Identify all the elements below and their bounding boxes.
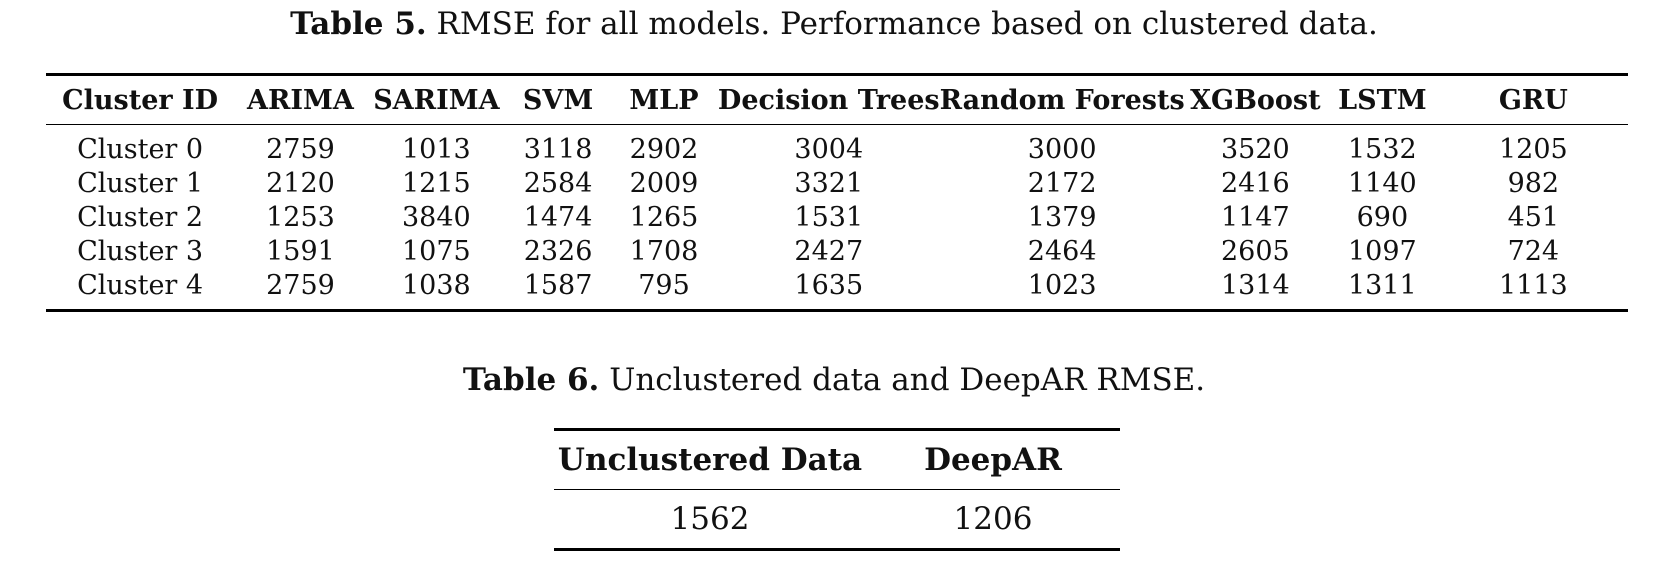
table5-header-cell: Random Forests (939, 74, 1185, 125)
table5-cell: 1591 (266, 235, 335, 267)
table5-cell: 3004 (794, 133, 864, 165)
table5-header-cell: GRU (1438, 74, 1628, 125)
table5-cell: 1097 (1348, 235, 1417, 267)
table5-cell: Cluster 0 (77, 133, 204, 165)
table5-cell: Cluster 1 (77, 167, 204, 199)
table5-cell: 1038 (402, 269, 471, 301)
table5-cell: 1075 (402, 235, 471, 267)
table5-cell: 3321 (794, 167, 864, 199)
table5-cell: 1635 (794, 269, 864, 301)
table6-cell: 1562 (670, 501, 750, 537)
table5-cell: 1023 (1027, 269, 1097, 301)
table5-cell: 1708 (629, 235, 699, 267)
table6-caption-label: Table 6. (462, 362, 600, 398)
table5: Cluster ID ARIMA SARIMA SVM MLP Decision… (46, 73, 1628, 312)
table5-cell: 2902 (629, 133, 699, 165)
table5-header-row: Cluster ID ARIMA SARIMA SVM MLP Decision… (46, 74, 1628, 125)
table5-cell: 2759 (266, 133, 335, 165)
table5-cell: 2427 (794, 235, 864, 267)
table5-row: Cluster 2 1253 3840 1474 1265 1531 1379 … (46, 200, 1628, 234)
table5-row: Cluster 3 1591 1075 2326 1708 2427 2464 … (46, 234, 1628, 268)
table5-cell: 690 (1356, 201, 1409, 233)
table5-cell: 1265 (629, 201, 699, 233)
table5-cell: 1474 (523, 201, 593, 233)
table5-cell: 2605 (1220, 235, 1290, 267)
table5-header-cell: MLP (610, 74, 718, 125)
table5-cell: 1314 (1220, 269, 1290, 301)
table6-header-cell: DeepAR (866, 429, 1120, 490)
table5-cell: 2326 (523, 235, 593, 267)
table5-cell: 1531 (794, 201, 864, 233)
table5-cell: 1379 (1027, 201, 1097, 233)
table5-caption-text: RMSE for all models. Performance based o… (426, 6, 1378, 42)
table5-cell: 1113 (1498, 269, 1568, 301)
table6-caption: Table 6. Unclustered data and DeepAR RMS… (0, 362, 1668, 398)
table5-cell: 1311 (1348, 269, 1417, 301)
table5-caption: Table 5. RMSE for all models. Performanc… (0, 6, 1668, 42)
table5-header-cell: ARIMA (234, 74, 367, 125)
table5-cell: 2120 (266, 167, 335, 199)
table6: Unclustered Data DeepAR 1562 1206 (554, 428, 1120, 551)
table6-caption-text: Unclustered data and DeepAR RMSE. (599, 362, 1206, 398)
table5-cell: 2416 (1220, 167, 1290, 199)
table5-row: Cluster 0 2759 1013 3118 2902 3004 3000 … (46, 125, 1628, 167)
table5-cell: 795 (638, 269, 690, 301)
table5-cell: 982 (1507, 167, 1560, 199)
table5-cell: 724 (1507, 235, 1560, 267)
table5-cell: 1140 (1348, 167, 1417, 199)
table5-cell: 1215 (402, 167, 471, 199)
table5-cell: 2759 (266, 269, 335, 301)
table5-cell: 3840 (402, 201, 471, 233)
table5-header-cell: SVM (506, 74, 611, 125)
table5-cell: 3118 (523, 133, 593, 165)
table5-header-cell: LSTM (1326, 74, 1439, 125)
table5-cell: 1205 (1498, 133, 1568, 165)
table5-caption-label: Table 5. (290, 6, 427, 42)
table5-row: Cluster 1 2120 1215 2584 2009 3321 2172 … (46, 166, 1628, 200)
table5-cell: 2172 (1027, 167, 1097, 199)
table5-header-cell: SARIMA (366, 74, 506, 125)
table5-cell: 1147 (1220, 201, 1290, 233)
table5-cell: 2584 (523, 167, 593, 199)
table5-cell: 2009 (629, 167, 699, 199)
table6-cell: 1206 (953, 501, 1033, 537)
table5-cell: 1587 (523, 269, 593, 301)
table6-header-row: Unclustered Data DeepAR (554, 429, 1120, 490)
table5-cell: 3000 (1027, 133, 1097, 165)
table5-header-cell: Cluster ID (46, 74, 235, 125)
table6-row: 1562 1206 (554, 490, 1120, 550)
table5-cell: 1532 (1348, 133, 1417, 165)
table5-cell: 3520 (1220, 133, 1290, 165)
table5-cell: Cluster 3 (77, 235, 204, 267)
table5-header-cell: Decision Trees (717, 74, 940, 125)
table5-cell: 1253 (266, 201, 335, 233)
table5-cell: Cluster 2 (77, 201, 204, 233)
table6-header-cell: Unclustered Data (554, 429, 866, 490)
table5-cell: 2464 (1027, 235, 1097, 267)
table5-cell: Cluster 4 (77, 269, 204, 301)
table5-row: Cluster 4 2759 1038 1587 795 1635 1023 1… (46, 268, 1628, 311)
table5-cell: 451 (1507, 201, 1560, 233)
table5-cell: 1013 (402, 133, 471, 165)
table5-header-cell: XGBoost (1184, 74, 1327, 125)
